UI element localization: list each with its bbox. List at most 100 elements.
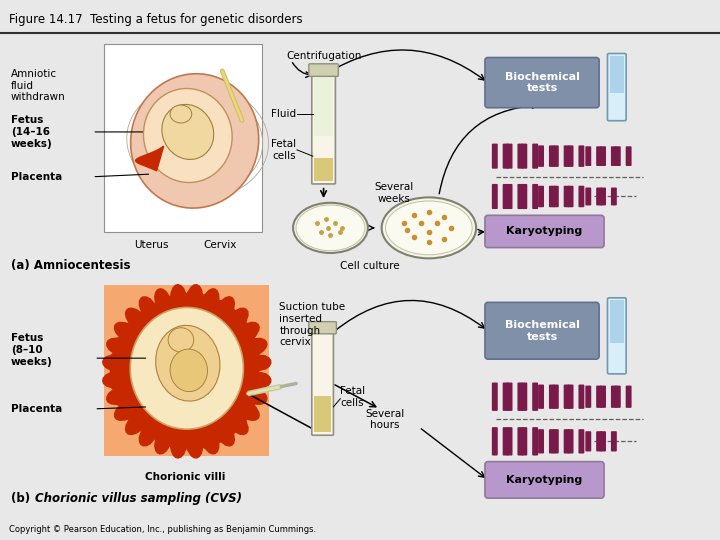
FancyBboxPatch shape [608,298,626,374]
Text: Cervix: Cervix [204,240,237,249]
FancyBboxPatch shape [312,332,333,435]
Polygon shape [103,285,271,458]
FancyBboxPatch shape [521,144,527,168]
FancyBboxPatch shape [104,285,269,456]
FancyBboxPatch shape [532,144,538,168]
FancyBboxPatch shape [309,64,338,76]
Text: Fluid: Fluid [271,109,296,119]
FancyBboxPatch shape [585,146,591,166]
FancyBboxPatch shape [596,386,602,408]
FancyBboxPatch shape [600,187,606,205]
FancyBboxPatch shape [492,184,498,209]
Text: Fetus
(8–10
weeks): Fetus (8–10 weeks) [11,333,53,367]
Text: Centrifugation: Centrifugation [287,51,361,61]
FancyBboxPatch shape [314,77,333,137]
Text: Placenta: Placenta [11,172,62,182]
FancyBboxPatch shape [600,431,606,451]
FancyBboxPatch shape [503,184,508,209]
FancyBboxPatch shape [564,384,570,409]
Text: Copyright © Pearson Education, Inc., publishing as Benjamin Cummings.: Copyright © Pearson Education, Inc., pub… [9,524,316,534]
Text: Amniotic
fluid
withdrawn: Amniotic fluid withdrawn [11,69,66,103]
FancyBboxPatch shape [309,322,336,334]
Text: Fetal
cells: Fetal cells [341,386,366,408]
FancyBboxPatch shape [596,431,602,451]
FancyBboxPatch shape [521,427,527,456]
FancyBboxPatch shape [567,186,574,207]
FancyBboxPatch shape [538,145,544,167]
FancyBboxPatch shape [538,186,544,207]
Text: Karyotyping: Karyotyping [506,475,582,485]
FancyBboxPatch shape [596,187,602,205]
FancyBboxPatch shape [538,429,544,454]
FancyBboxPatch shape [507,382,513,411]
Text: Fetus
(14–16
weeks): Fetus (14–16 weeks) [11,116,53,148]
Text: Figure 14.17  Testing a fetus for genetic disorders: Figure 14.17 Testing a fetus for genetic… [9,14,302,26]
FancyBboxPatch shape [507,427,513,456]
FancyBboxPatch shape [507,144,513,168]
FancyBboxPatch shape [485,462,604,498]
FancyBboxPatch shape [611,187,617,205]
FancyBboxPatch shape [610,56,624,93]
Ellipse shape [170,105,192,123]
Text: Uterus: Uterus [134,240,168,249]
Text: Chorionic villus sampling (CVS): Chorionic villus sampling (CVS) [35,492,242,505]
FancyBboxPatch shape [549,384,555,409]
Text: Chorionic villi: Chorionic villi [145,472,225,482]
FancyBboxPatch shape [578,429,585,454]
Ellipse shape [168,328,194,352]
Ellipse shape [162,104,214,159]
FancyBboxPatch shape [578,145,585,167]
Text: Several
weeks: Several weeks [375,182,414,204]
FancyBboxPatch shape [578,384,585,409]
Ellipse shape [386,201,472,255]
FancyBboxPatch shape [532,382,538,411]
FancyBboxPatch shape [507,184,513,209]
FancyBboxPatch shape [553,186,559,207]
FancyBboxPatch shape [611,386,617,408]
FancyBboxPatch shape [596,146,602,166]
FancyBboxPatch shape [626,146,631,166]
FancyBboxPatch shape [549,145,555,167]
Text: Several
hours: Several hours [365,409,404,430]
FancyBboxPatch shape [567,384,574,409]
FancyBboxPatch shape [600,146,606,166]
FancyBboxPatch shape [615,146,621,166]
Text: Karyotyping: Karyotyping [506,226,582,237]
FancyBboxPatch shape [567,145,574,167]
FancyBboxPatch shape [518,184,523,209]
FancyBboxPatch shape [578,186,585,207]
FancyBboxPatch shape [503,382,508,411]
FancyBboxPatch shape [503,427,508,456]
Text: Biochemical
tests: Biochemical tests [505,320,580,342]
FancyBboxPatch shape [518,144,523,168]
FancyBboxPatch shape [585,386,591,408]
Ellipse shape [296,205,365,251]
FancyBboxPatch shape [553,384,559,409]
FancyBboxPatch shape [538,384,544,409]
FancyBboxPatch shape [104,44,261,232]
FancyBboxPatch shape [567,429,574,454]
FancyBboxPatch shape [503,144,508,168]
FancyBboxPatch shape [615,386,621,408]
Ellipse shape [130,74,258,208]
Ellipse shape [130,307,243,429]
FancyBboxPatch shape [611,431,617,451]
FancyBboxPatch shape [532,427,538,456]
Text: (b): (b) [11,492,30,505]
FancyBboxPatch shape [553,429,559,454]
Text: Biochemical
tests: Biochemical tests [505,72,580,93]
FancyBboxPatch shape [492,382,498,411]
FancyBboxPatch shape [312,75,336,184]
Text: Suction tube
inserted
through
cervix: Suction tube inserted through cervix [279,302,346,347]
FancyBboxPatch shape [518,382,523,411]
Ellipse shape [293,202,368,253]
FancyBboxPatch shape [532,184,538,209]
FancyBboxPatch shape [564,145,570,167]
FancyBboxPatch shape [549,429,555,454]
FancyBboxPatch shape [485,58,599,107]
FancyBboxPatch shape [585,431,591,451]
FancyBboxPatch shape [485,215,604,248]
FancyBboxPatch shape [521,184,527,209]
Ellipse shape [382,198,476,258]
Ellipse shape [156,325,220,401]
